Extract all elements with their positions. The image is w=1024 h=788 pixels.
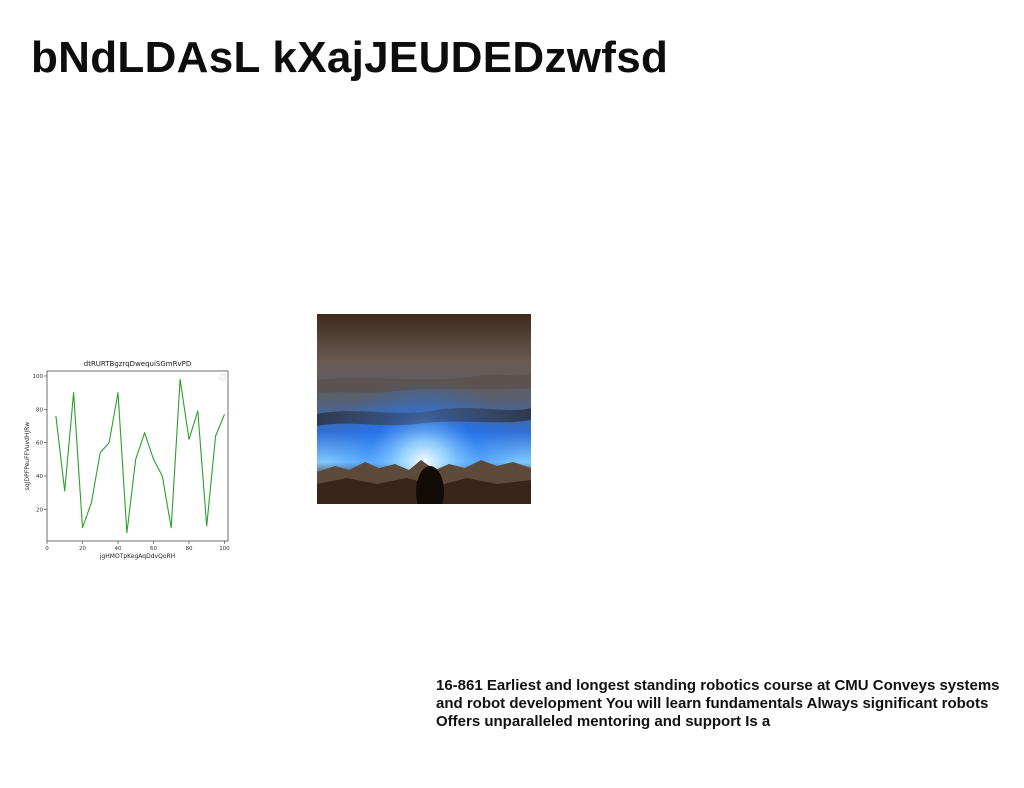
y-tick-label: 20	[36, 507, 43, 513]
page-title: bNdLDAsL kXajJEUDEDzwfsd	[31, 33, 669, 82]
chart-title: dtRURTBgzrqDwequiSGmRvPD	[84, 360, 191, 368]
x-axis-label: jgHMOTpKegAqDdvQoRH	[99, 553, 175, 560]
x-tick-label: 40	[114, 546, 121, 552]
plot-frame	[46, 370, 229, 542]
x-tick-label: 60	[150, 546, 157, 552]
y-axis-label: sqJDPFPeuFFVuvdHJRw	[24, 422, 31, 491]
landscape-image-icon	[317, 314, 531, 504]
y-tick-label: 40	[36, 474, 43, 480]
y-tick-label: 60	[36, 441, 43, 447]
x-tick-label: 80	[185, 546, 192, 552]
legend-marker	[219, 373, 227, 381]
x-tick-label: 100	[219, 546, 230, 552]
x-tick-label: 20	[79, 546, 86, 552]
y-tick-label: 100	[33, 374, 44, 380]
line-chart: dtRURTBgzrqDwequiSGmRvPD 0 20 40 60 80 100 20 40…	[22, 356, 236, 566]
x-tick-label: 0	[45, 546, 49, 552]
body-paragraph: 16-861 Earliest and longest standing rob…	[436, 677, 1000, 730]
series-line	[55, 378, 226, 534]
landscape-photo	[317, 314, 531, 504]
y-tick-label: 80	[36, 407, 43, 413]
chart-svg: dtRURTBgzrqDwequiSGmRvPD 0 20 40 60 80 100 20 40…	[24, 360, 230, 560]
